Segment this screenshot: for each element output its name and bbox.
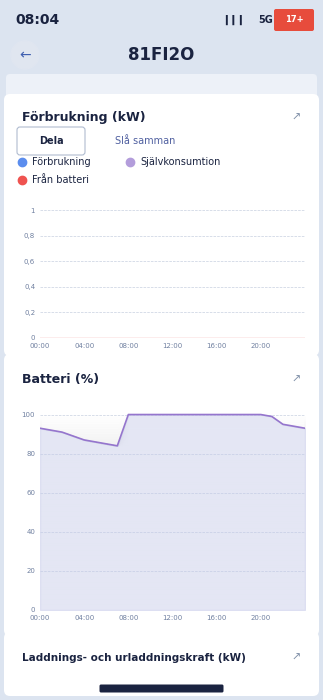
Text: ↗: ↗ <box>292 653 301 663</box>
FancyBboxPatch shape <box>6 74 317 100</box>
Text: Slå samman: Slå samman <box>115 136 175 146</box>
Text: 08:04: 08:04 <box>15 13 59 27</box>
FancyBboxPatch shape <box>4 632 319 696</box>
Text: 81FI2O: 81FI2O <box>128 46 194 64</box>
Text: Batteri (%): Batteri (%) <box>22 374 99 386</box>
Text: Dela: Dela <box>39 136 63 146</box>
FancyBboxPatch shape <box>4 94 319 356</box>
Text: Från batteri: Från batteri <box>32 175 89 185</box>
FancyBboxPatch shape <box>4 354 319 636</box>
Text: ↗: ↗ <box>292 375 301 385</box>
Circle shape <box>11 41 39 69</box>
Text: 5G: 5G <box>258 15 273 25</box>
FancyBboxPatch shape <box>274 9 314 31</box>
Text: Laddnings- och urladdningskraft (kW): Laddnings- och urladdningskraft (kW) <box>22 653 246 663</box>
Text: ↗: ↗ <box>292 113 301 123</box>
FancyBboxPatch shape <box>17 127 85 155</box>
Text: Förbrukning (kW): Förbrukning (kW) <box>22 111 146 125</box>
Text: ←: ← <box>19 48 31 62</box>
FancyBboxPatch shape <box>99 685 224 692</box>
Text: Förbrukning: Förbrukning <box>32 157 91 167</box>
Text: 17+: 17+ <box>285 15 303 24</box>
Text: Självkonsumtion: Självkonsumtion <box>140 157 220 167</box>
Text: ▎▎▎: ▎▎▎ <box>225 15 247 25</box>
